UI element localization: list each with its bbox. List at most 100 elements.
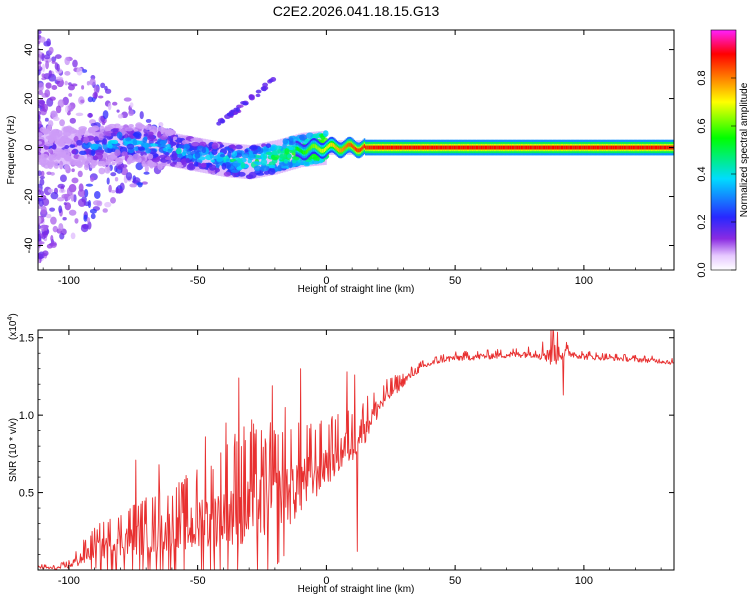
spectrogram-cell <box>78 155 85 161</box>
spectrogram-noise-blob <box>39 178 45 186</box>
spectrogram-cell <box>124 127 134 132</box>
spectrogram-ridge-cell <box>394 145 397 150</box>
spectrogram-cell <box>248 145 258 150</box>
spectrogram-ridge-cell <box>644 145 646 150</box>
spectrogram-noise-blob <box>116 109 120 113</box>
spectrogram-noise-blob <box>85 183 94 187</box>
spectrogram-streak-cell <box>242 102 249 106</box>
spectrogram-noise-blob <box>58 188 66 194</box>
spectrogram-streak-cell <box>262 82 268 87</box>
spectrogram-cell <box>142 143 150 148</box>
spectrogram-ridge-cell <box>550 145 552 150</box>
spectrogram-ridge-cell <box>322 148 325 153</box>
spectrogram-noise-blob <box>81 69 88 73</box>
spectrogram-ridge-cell <box>448 145 451 150</box>
spectrogram-ridge-cell <box>439 145 442 150</box>
spectrogram-cell <box>114 149 121 157</box>
spectrogram-cell <box>78 126 88 131</box>
spectrogram-cell <box>137 124 146 130</box>
spectrogram-ridge-cell <box>332 143 335 148</box>
spectrogram-cell <box>91 160 98 167</box>
spectrogram-noise-blob <box>58 223 64 232</box>
spectrogram-cell <box>125 137 132 142</box>
spectrogram-ridge-cell <box>627 145 630 150</box>
spectrogram-ridge-cell <box>628 145 631 150</box>
snr-x-tick-label: 0 <box>323 575 329 587</box>
spectrogram-ridge-cell <box>361 146 363 151</box>
spectrogram-ridge-cell <box>462 145 465 150</box>
spectrogram-cell <box>167 148 173 153</box>
spectrogram-halo-cell <box>76 130 80 165</box>
spectrogram-noise-blob <box>63 202 67 206</box>
spectrogram-ridge-cell <box>341 147 344 152</box>
spectrogram-cell <box>48 138 55 144</box>
spectrogram-noise-blob <box>112 101 118 106</box>
spectrogram-noise-blob <box>75 112 84 117</box>
spectrogram-halo-cell <box>56 130 59 165</box>
spectrogram-cell <box>102 142 108 150</box>
spectrogram-ridge-cell <box>580 145 582 150</box>
spectrogram-ridge-cell <box>438 145 440 150</box>
spectrogram-cell <box>110 148 116 153</box>
spectrogram-noise-blob <box>107 102 112 111</box>
spectrogram-ridge-cell <box>344 145 347 150</box>
spectrogram-ridge-cell <box>460 145 462 150</box>
spectrogram-cell <box>240 162 246 169</box>
spectrogram-noise-blob <box>70 193 75 202</box>
spectrogram-ridge-cell <box>331 142 334 147</box>
spectrogram-ridge-cell <box>577 145 580 150</box>
spectrogram-ridge-cell <box>413 145 416 150</box>
spectrogram-ridge-cell <box>366 145 368 150</box>
spectrogram-ridge-cell <box>479 145 482 150</box>
spectrogram-noise-blob <box>96 200 103 207</box>
spectrogram-panel: -100 -50 0 50 100 -40 -20 0 20 40 Height of strai… <box>6 29 675 295</box>
spectrogram-noise-blob <box>51 56 57 62</box>
colorbar-tick-label: 0.2 <box>696 214 708 229</box>
spectrogram-cell <box>53 148 63 153</box>
spectrogram-ridge-cell <box>555 145 558 150</box>
spectrogram-noise-blob <box>68 209 77 216</box>
spectrogram-noise-blob <box>38 170 42 177</box>
spectrogram-ridge-cell <box>621 145 623 150</box>
spectrogram-ridge-cell <box>604 145 607 150</box>
spectrogram-ridge-cell <box>614 145 617 150</box>
spectrogram-ticks: -100 -50 0 50 100 -40 -20 0 20 40 <box>23 30 674 287</box>
spectrogram-ridge-cell <box>591 145 594 150</box>
spectrogram-ridge-cell <box>559 145 562 150</box>
spectrogram-cell <box>114 123 121 127</box>
spectrogram-ridge-cell <box>468 145 470 150</box>
spectrogram-ridge-cell <box>607 145 609 150</box>
spectrogram-cell <box>269 147 275 152</box>
spectrogram-noise-blob <box>90 176 95 182</box>
spectrogram-cell <box>208 164 217 171</box>
spectrogram-noise-blob <box>98 95 104 99</box>
spectrogram-noise-blob <box>50 216 57 225</box>
spectrogram-cell <box>199 141 207 147</box>
spectrogram-cell <box>87 126 94 134</box>
spectrogram-ridge-cell <box>645 145 648 150</box>
spectrogram-noise-blob <box>49 96 56 101</box>
spectrogram-noise-blob <box>141 181 148 185</box>
spectrogram-cell <box>115 157 124 165</box>
spectrogram-noise-blob <box>64 71 71 76</box>
spectrogram-ridge-cell <box>543 145 546 150</box>
spectrogram-cell <box>190 138 200 142</box>
spectrogram-noise-blob <box>47 188 54 193</box>
snr-y-tick-label: 1.5 <box>19 333 34 345</box>
spectrogram-cell <box>153 153 159 158</box>
spectrogram-ridge-cell <box>482 145 484 150</box>
spectrogram-ridge-cell <box>510 145 513 150</box>
spectrogram-cell <box>71 149 77 155</box>
spectrogram-ridge-cell <box>305 149 308 154</box>
spectrogram-cell <box>283 159 289 164</box>
spectrogram-cell <box>121 151 128 157</box>
spectrogram-cell <box>158 154 168 159</box>
spectrogram-ridge-cell <box>346 143 349 148</box>
spectrogram-ridge-cell <box>639 145 641 150</box>
spectrogram-y-tick-label: -40 <box>23 238 35 254</box>
spectrogram-ridge-cell <box>637 145 640 150</box>
spectrogram-ridge-cell <box>385 145 388 150</box>
spectrogram-ridge-cell <box>531 145 533 150</box>
spectrogram-ridge-cell <box>640 145 643 150</box>
